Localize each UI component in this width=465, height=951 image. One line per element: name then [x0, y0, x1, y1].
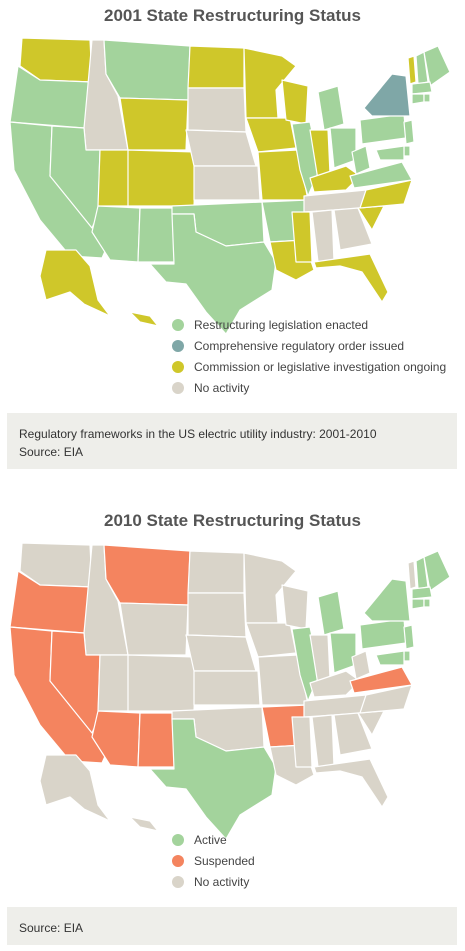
state-az: [91, 205, 141, 263]
state-oh: [329, 127, 357, 169]
legend-swatch: [172, 833, 184, 846]
caption-box: Regulatory frameworks in the US electric…: [7, 413, 457, 469]
state-wy: [119, 602, 189, 656]
caption-text: Regulatory frameworks in the US electric…: [19, 427, 377, 441]
state-co: [127, 654, 197, 712]
legend-label: Commission or legislative investigation …: [194, 359, 447, 374]
map-panel-2010: 2010 State Restructuring Status Active S…: [0, 505, 465, 905]
state-ak: [39, 249, 111, 317]
state-tx: [149, 718, 277, 840]
state-co: [127, 149, 197, 207]
legend-label: No activity: [194, 380, 250, 395]
legend-swatch: [172, 854, 184, 867]
state-ia: [245, 622, 297, 658]
state-oh: [329, 632, 357, 674]
map-legend: Active Suspended No activity: [172, 829, 255, 892]
state-wy: [119, 97, 189, 151]
legend-swatch: [172, 875, 184, 888]
state-al: [311, 209, 335, 263]
map-legend: Restructuring legislation enacted Compre…: [172, 314, 446, 398]
state-mt: [103, 39, 191, 101]
state-md: [375, 145, 405, 161]
legend-label: Active: [194, 832, 227, 847]
state-sd: [187, 592, 247, 638]
legend-item: Commission or legislative investigation …: [172, 356, 446, 377]
state-vt: [407, 560, 417, 590]
state-me: [423, 45, 451, 87]
caption-source: Source: EIA: [19, 445, 84, 459]
state-az: [91, 710, 141, 768]
legend-item: No activity: [172, 377, 446, 398]
state-va: [349, 161, 413, 189]
state-md: [375, 650, 405, 666]
state-ms: [291, 716, 313, 768]
legend-item: Suspended: [172, 850, 255, 871]
caption-source: Source: EIA: [19, 921, 84, 935]
state-ga: [333, 712, 373, 756]
state-ks: [193, 670, 261, 706]
state-nd: [187, 45, 245, 89]
state-ne: [185, 129, 257, 167]
state-pa: [359, 113, 407, 145]
state-ms: [291, 211, 313, 263]
state-fl: [313, 253, 389, 303]
state-ma: [411, 586, 433, 600]
caption-box: Source: EIA: [7, 907, 457, 945]
state-nj: [403, 624, 415, 650]
us-state-map: [9, 37, 451, 335]
state-ny: [363, 578, 411, 622]
state-ak: [39, 754, 111, 822]
state-ri: [423, 93, 431, 103]
legend-label: Restructuring legislation enacted: [194, 317, 369, 332]
legend-swatch: [172, 360, 184, 373]
legend-item: Restructuring legislation enacted: [172, 314, 446, 335]
state-hi: [129, 816, 159, 832]
state-ia: [245, 117, 297, 153]
state-wi: [281, 79, 309, 125]
state-de: [403, 650, 411, 662]
legend-label: No activity: [194, 874, 250, 889]
state-tx: [149, 213, 277, 335]
state-pa: [359, 618, 407, 650]
state-de: [403, 145, 411, 157]
state-fl: [313, 758, 389, 808]
map-title: 2001 State Restructuring Status: [104, 6, 361, 25]
state-hi: [129, 311, 159, 327]
map-panel-2001: 2001 State Restructuring Status Restruct…: [0, 0, 465, 410]
state-mi: [317, 85, 345, 131]
state-vt: [407, 55, 417, 85]
state-wv: [351, 145, 371, 175]
legend-label: Suspended: [194, 853, 255, 868]
legend-item: Comprehensive regulatory order issued: [172, 335, 446, 356]
state-nc: [359, 179, 413, 209]
state-ny: [363, 73, 411, 117]
state-ks: [193, 165, 261, 201]
state-wv: [351, 650, 371, 680]
state-ne: [185, 634, 257, 672]
state-nj: [403, 119, 415, 145]
legend-swatch: [172, 339, 184, 352]
legend-swatch: [172, 381, 184, 394]
map-title: 2010 State Restructuring Status: [104, 511, 361, 530]
legend-item: No activity: [172, 871, 255, 892]
state-al: [311, 714, 335, 768]
state-ct: [411, 93, 425, 105]
state-ga: [333, 207, 373, 251]
state-me: [423, 550, 451, 592]
legend-item: Active: [172, 829, 255, 850]
state-ct: [411, 598, 425, 610]
legend-swatch: [172, 318, 184, 331]
legend-label: Comprehensive regulatory order issued: [194, 338, 405, 353]
state-nd: [187, 550, 245, 594]
state-mt: [103, 544, 191, 606]
state-va: [349, 666, 413, 694]
state-nc: [359, 684, 413, 714]
us-state-map: [9, 542, 451, 840]
state-ri: [423, 598, 431, 608]
state-mi: [317, 590, 345, 636]
state-wi: [281, 584, 309, 630]
state-ma: [411, 81, 433, 95]
state-sd: [187, 87, 247, 133]
